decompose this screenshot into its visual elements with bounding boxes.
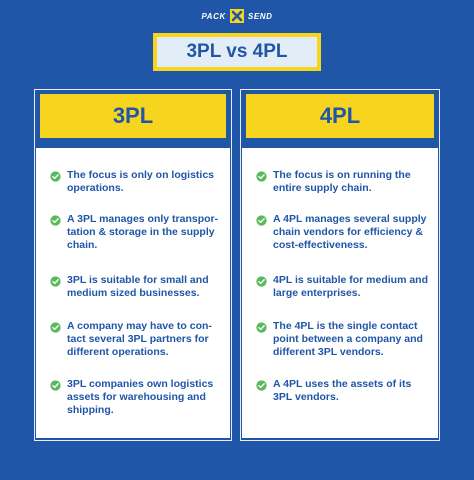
list-item-text: The focus is on running the entire suppl… [273, 169, 411, 194]
list-item-text: A company may have to con-tact several 3… [67, 320, 212, 358]
list-item: The focus is only on logistics operation… [50, 169, 224, 195]
page-title: 3PL vs 4PL [157, 37, 317, 67]
check-circle-icon [50, 276, 61, 287]
list-item-text: The focus is only on logistics operation… [67, 169, 215, 194]
brand-word-left: PACK [201, 11, 226, 21]
list-item-text: 4PL is suitable for medium and large ent… [273, 274, 429, 299]
list-item: 3PL is suitable for small and medium siz… [50, 274, 224, 300]
list-item: 4PL is suitable for medium and large ent… [256, 274, 432, 300]
brand-logo: PACK SEND [0, 8, 474, 24]
check-circle-icon [256, 171, 267, 182]
list-item-text: A 4PL manages several supply chain vendo… [273, 213, 427, 251]
list-item: 3PL companies own logistics assets for w… [50, 378, 224, 417]
list-item: The 4PL is the single contact point betw… [256, 320, 432, 359]
title-frame: 3PL vs 4PL [153, 33, 321, 71]
check-circle-icon [256, 322, 267, 333]
column-3pl-heading: 3PL [40, 94, 226, 138]
list-item-text: A 4PL uses the assets of its 3PL vendors… [273, 378, 412, 403]
list-item: A 4PL uses the assets of its 3PL vendors… [256, 378, 432, 404]
list-item: The focus is on running the entire suppl… [256, 169, 432, 195]
list-item: A 3PL manages only transpor-tation & sto… [50, 213, 224, 252]
column-4pl-outline [240, 89, 440, 441]
column-4pl-body: The focus is on running the entire suppl… [242, 148, 438, 438]
list-item: A 4PL manages several supply chain vendo… [256, 213, 432, 252]
list-item-text: 3PL companies own logistics assets for w… [67, 378, 214, 416]
brand-word-right: SEND [247, 11, 273, 21]
column-4pl-heading: 4PL [246, 94, 434, 138]
list-item-text: A 3PL manages only transpor-tation & sto… [67, 213, 219, 251]
list-item-text: The 4PL is the single contact point betw… [273, 320, 423, 358]
x-cross-icon [229, 9, 244, 23]
check-circle-icon [50, 380, 61, 391]
list-item-text: 3PL is suitable for small and medium siz… [67, 274, 209, 299]
check-circle-icon [50, 322, 61, 333]
list-item: A company may have to con-tact several 3… [50, 320, 224, 359]
column-3pl-body: The focus is only on logistics operation… [36, 148, 230, 438]
check-circle-icon [256, 380, 267, 391]
check-circle-icon [50, 215, 61, 226]
check-circle-icon [50, 171, 61, 182]
check-circle-icon [256, 215, 267, 226]
check-circle-icon [256, 276, 267, 287]
column-3pl-outline [34, 89, 232, 441]
